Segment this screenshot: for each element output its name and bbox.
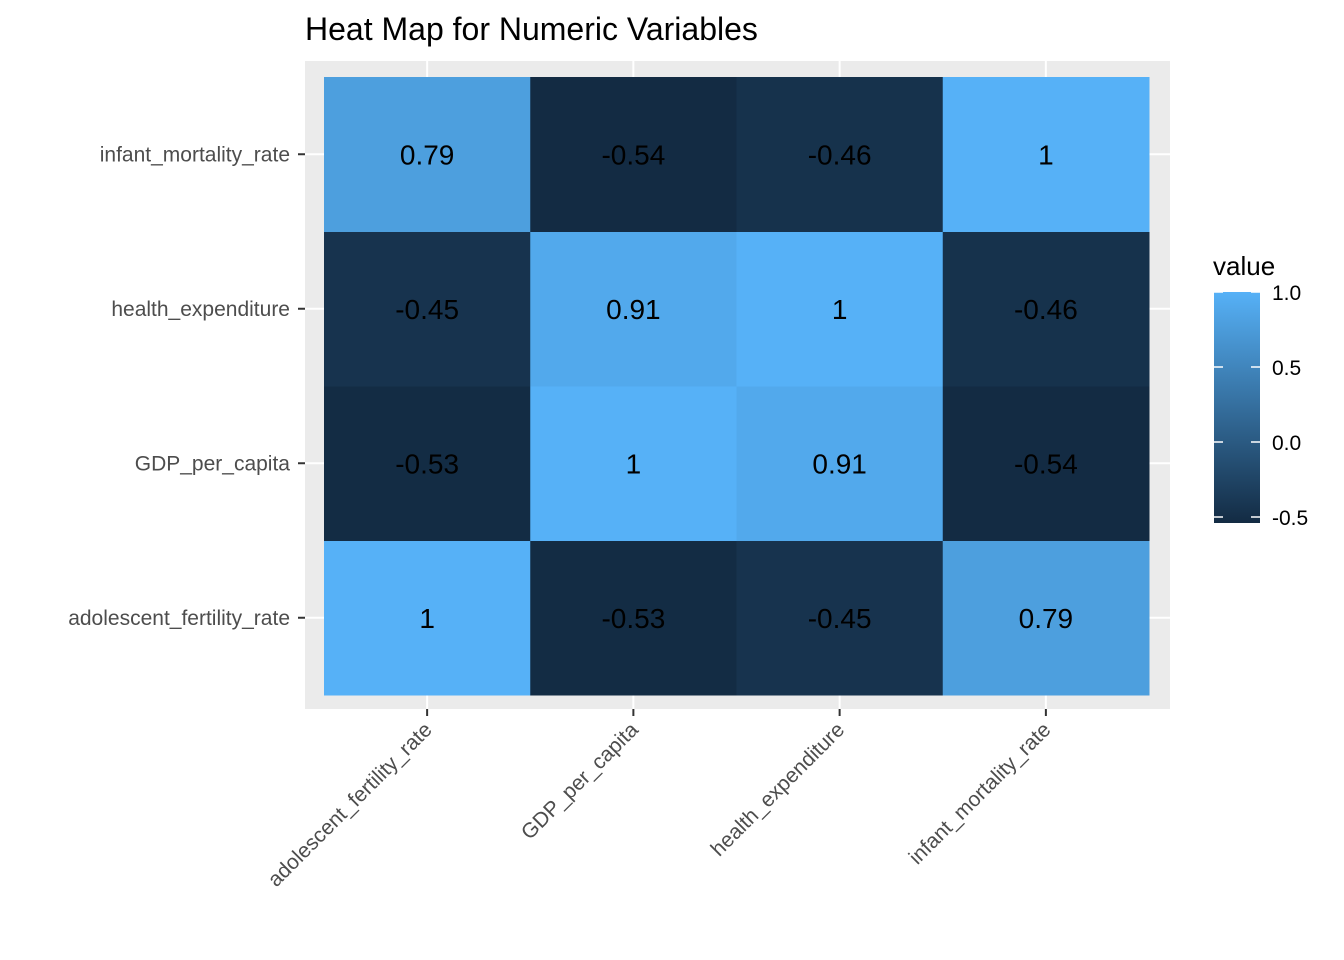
cell-label: 1 <box>1038 139 1054 170</box>
heatmap-cell <box>942 77 1150 232</box>
cell-label: 0.91 <box>606 294 661 325</box>
heatmap-cell <box>736 386 944 541</box>
cell-label: 1 <box>419 603 435 634</box>
legend-title: value <box>1213 251 1275 281</box>
cell-label: 0.91 <box>812 448 867 479</box>
cell-label: 1 <box>832 294 848 325</box>
cell-label: -0.46 <box>808 139 872 170</box>
y-axis: adolescent_fertility_rate GDP_per_capita h… <box>68 143 305 630</box>
y-tick-label: health_expenditure <box>111 298 290 321</box>
heatmap-cell <box>324 231 531 387</box>
legend-tick-label: 0.0 <box>1272 432 1301 455</box>
cell-label: -0.45 <box>395 294 459 325</box>
heatmap-cell <box>530 540 737 696</box>
legend-ticks: 1.0 0.5 0.0 -0.5 <box>1214 282 1308 530</box>
legend-tick-label: -0.5 <box>1272 507 1308 530</box>
heatmap-cell <box>530 231 737 387</box>
heatmap-cell <box>736 77 944 232</box>
cell-labels: 1 -0.53 -0.45 0.79 -0.53 1 0.91 -0.54 -0.45 0.91 1… <box>395 139 1078 634</box>
heatmap-cell <box>942 540 1150 696</box>
heatmap-cell <box>324 540 531 696</box>
y-tick-label: infant_mortality_rate <box>100 143 290 166</box>
x-tick-label: GDP_per_capita <box>517 718 643 844</box>
heatmap-cell <box>942 386 1150 541</box>
cell-label: -0.45 <box>808 603 872 634</box>
x-tick-label: health_expenditure <box>707 718 850 861</box>
cell-label: 1 <box>626 448 642 479</box>
legend-tick-label: 1.0 <box>1272 282 1301 305</box>
heatmap-cell <box>736 231 944 387</box>
heatmap-cell <box>530 77 737 232</box>
cell-label: -0.53 <box>395 448 459 479</box>
cell-label: 0.79 <box>1019 603 1074 634</box>
legend-tick-label: 0.5 <box>1272 357 1301 380</box>
legend-colorbar <box>1214 292 1260 523</box>
heatmap-cell <box>324 386 531 541</box>
x-axis: adolescent_fertility_rate GDP_per_capita h… <box>264 709 1056 891</box>
heatmap-cell <box>942 231 1150 387</box>
legend: value 1.0 0.5 0.0 -0.5 <box>1213 251 1308 530</box>
cell-label: -0.54 <box>601 139 665 170</box>
y-tick-label: adolescent_fertility_rate <box>68 607 290 630</box>
cell-label: -0.54 <box>1014 448 1078 479</box>
heatmap-tiles <box>324 77 1150 696</box>
cell-label: 0.79 <box>400 139 455 170</box>
heatmap-cell <box>530 386 737 541</box>
cell-label: -0.46 <box>1014 294 1078 325</box>
y-tick-label: GDP_per_capita <box>135 452 291 475</box>
cell-label: -0.53 <box>601 603 665 634</box>
x-tick-label: adolescent_fertility_rate <box>264 718 437 891</box>
chart-title: Heat Map for Numeric Variables <box>305 11 758 47</box>
heatmap-cell <box>324 77 531 232</box>
heatmap-cell <box>736 540 944 696</box>
x-tick-label: infant_mortality_rate <box>905 718 1056 869</box>
